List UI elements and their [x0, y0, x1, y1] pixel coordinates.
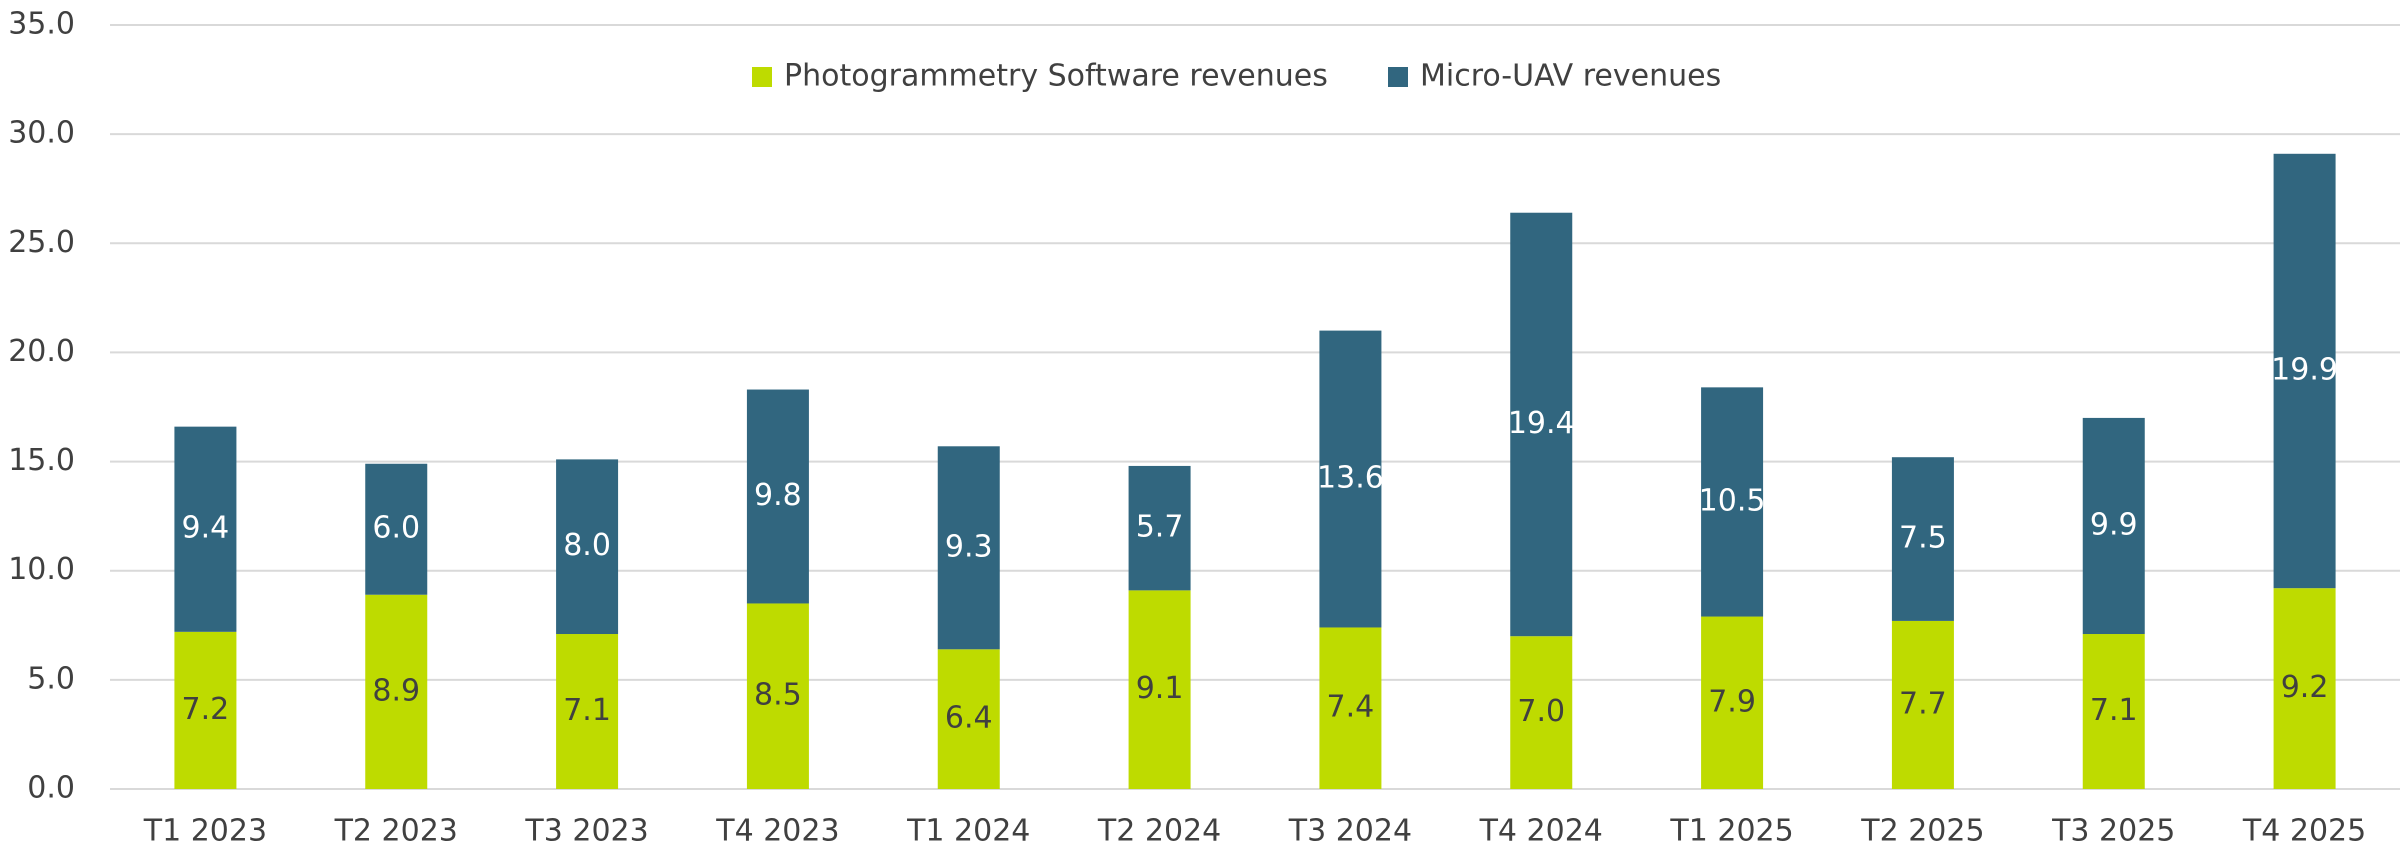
- legend-swatch: [752, 67, 772, 87]
- x-tick-label: T3 2025: [2051, 814, 2175, 849]
- data-label: 9.4: [182, 511, 230, 546]
- y-tick-label: 30.0: [8, 116, 75, 151]
- data-label: 9.8: [754, 478, 802, 513]
- bar-segment: [365, 594, 428, 789]
- data-label: 9.3: [945, 529, 993, 564]
- data-label: 8.9: [372, 673, 420, 708]
- bar-segment: [1891, 457, 1954, 621]
- bar-segment: [1510, 212, 1573, 637]
- legend-label: Micro-UAV revenues: [1420, 59, 1721, 94]
- y-tick-label: 0.0: [27, 771, 75, 806]
- bar-segment: [365, 463, 428, 595]
- data-label: 5.7: [1136, 510, 1184, 545]
- bar-segment: [2082, 417, 2145, 635]
- data-label: 9.1: [1136, 671, 1184, 706]
- x-tick-label: T4 2023: [715, 814, 839, 849]
- data-label: 7.7: [1899, 686, 1947, 721]
- x-tick-label: T2 2025: [1860, 814, 1984, 849]
- y-tick-label: 20.0: [8, 334, 75, 369]
- x-tick-label: T4 2024: [1479, 814, 1603, 849]
- x-tick-label: T2 2024: [1097, 814, 1221, 849]
- legend-swatch: [1388, 67, 1408, 87]
- bar-segment: [1701, 616, 1764, 789]
- data-label: 7.9: [1708, 684, 1756, 719]
- bar-segment: [746, 603, 809, 789]
- data-label: 6.0: [372, 511, 420, 546]
- bar-segment: [2273, 153, 2336, 589]
- data-label: 7.0: [1517, 694, 1565, 729]
- bar-segment: [174, 426, 237, 632]
- data-label: 7.1: [2090, 693, 2138, 728]
- x-tick-label: T1 2024: [906, 814, 1030, 849]
- bar-segment: [1319, 627, 1382, 789]
- data-label: 8.0: [563, 528, 611, 563]
- bar-segment: [556, 634, 619, 789]
- x-tick-label: T1 2023: [143, 814, 267, 849]
- bar-segment: [1510, 636, 1573, 789]
- data-label: 8.5: [754, 678, 802, 713]
- y-tick-label: 10.0: [8, 552, 75, 587]
- data-label: 19.4: [1508, 406, 1575, 441]
- x-tick-label: T2 2023: [334, 814, 458, 849]
- bar-segment: [1128, 465, 1191, 591]
- x-tick-label: T3 2024: [1288, 814, 1412, 849]
- y-tick-label: 35.0: [8, 7, 75, 42]
- data-label: 7.4: [1327, 690, 1375, 725]
- data-label: 10.5: [1699, 483, 1766, 518]
- bar-segment: [937, 446, 1000, 650]
- bar-segment: [174, 631, 237, 789]
- bar-segment: [556, 459, 619, 635]
- y-tick-label: 5.0: [27, 661, 75, 696]
- y-tick-label: 15.0: [8, 443, 75, 478]
- bar-segment: [1128, 590, 1191, 789]
- data-label: 9.9: [2090, 507, 2138, 542]
- bar-segment: [2273, 588, 2336, 789]
- data-label: 7.2: [182, 692, 230, 727]
- bar-segment: [1701, 387, 1764, 617]
- x-tick-label: T4 2025: [2242, 814, 2366, 849]
- data-label: 6.4: [945, 701, 993, 736]
- x-tick-label: T1 2025: [1669, 814, 1793, 849]
- bar-segment: [937, 649, 1000, 789]
- bar-segment: [1891, 620, 1954, 789]
- data-label: 19.9: [2271, 352, 2338, 387]
- data-label: 13.6: [1317, 461, 1384, 496]
- y-tick-label: 25.0: [8, 225, 75, 260]
- data-label: 7.1: [563, 693, 611, 728]
- bar-segment: [2082, 634, 2145, 789]
- legend-label: Photogrammetry Software revenues: [784, 59, 1328, 94]
- x-tick-label: T3 2023: [524, 814, 648, 849]
- data-label: 9.2: [2281, 670, 2329, 705]
- data-label: 7.5: [1899, 521, 1947, 556]
- bar-segment: [1319, 330, 1382, 628]
- bar-segment: [746, 389, 809, 604]
